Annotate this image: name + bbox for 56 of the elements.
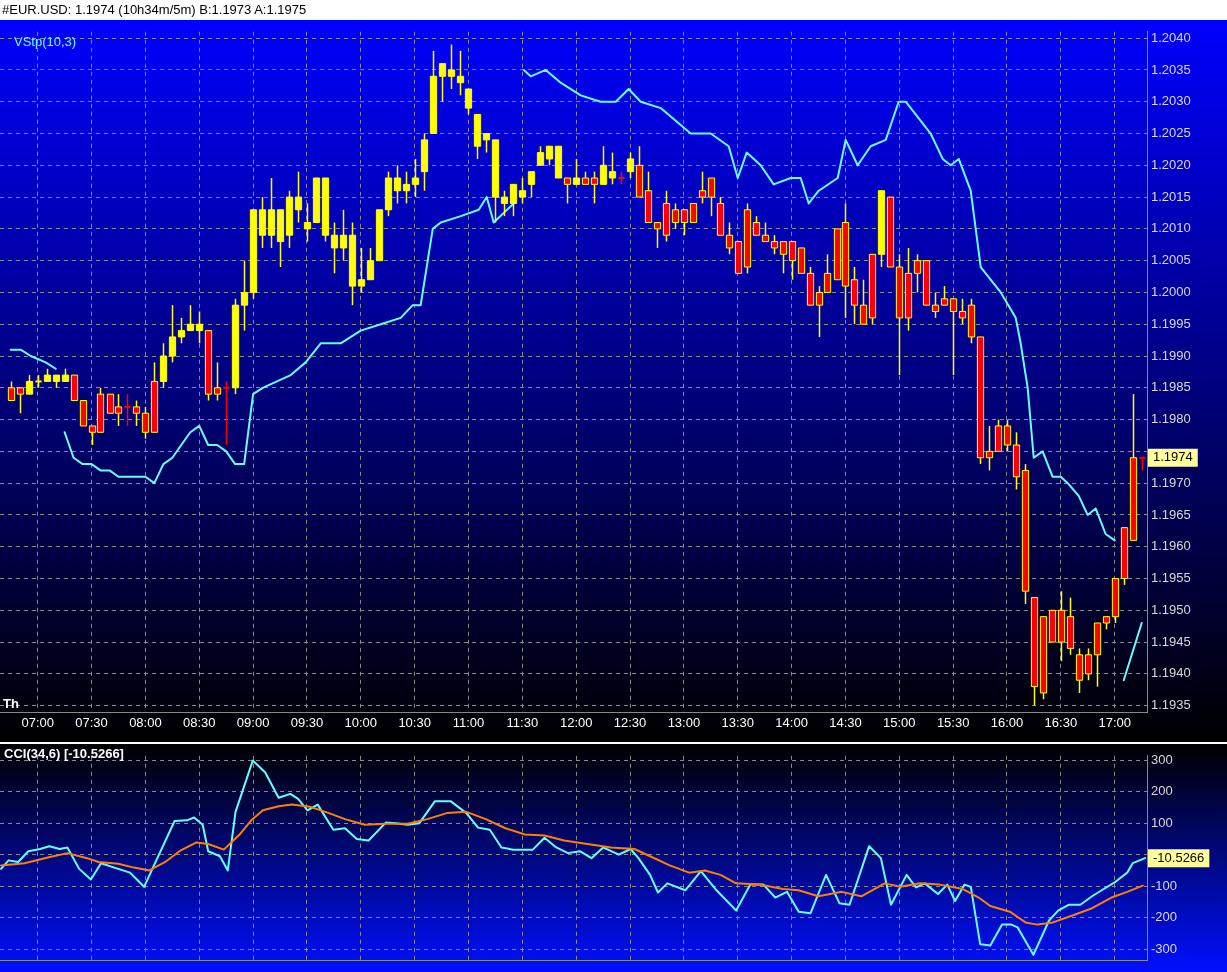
x-tick-label: 07:30 — [75, 715, 108, 731]
x-tick-label: 17:00 — [1098, 715, 1131, 731]
y-tick-label: 1.1985 — [1151, 379, 1191, 395]
y-tick-label: 1.2040 — [1151, 29, 1191, 45]
x-tick-label: 13:00 — [667, 715, 701, 731]
x-tick-label: 16:00 — [990, 715, 1024, 731]
chart-title: CCI(34,6) [-10.5266] — [4, 746, 124, 761]
y-tick-label: -200 — [1151, 909, 1178, 925]
y-tick-label: 1.1955 — [1151, 570, 1191, 586]
x-tick-label: 12:30 — [613, 715, 647, 731]
y-tick-label: 1.1980 — [1151, 411, 1191, 427]
y-tick-label: 1.2015 — [1151, 188, 1191, 204]
candlestick — [223, 380, 230, 446]
x-tick-label: 08:30 — [182, 715, 216, 731]
x-tick-label: 15:30 — [936, 715, 970, 731]
x-tick-label: 12:00 — [559, 715, 593, 731]
x-tick-label: 11:00 — [452, 715, 485, 731]
x-tick-label: 07:00 — [21, 715, 54, 731]
text: -10.5266 — [1153, 849, 1205, 865]
y-tick-label: 1.1990 — [1151, 347, 1191, 363]
x-tick-label: 15:00 — [883, 715, 916, 731]
text: VStp(10,3) — [14, 33, 77, 49]
y-tick-label: -300 — [1151, 940, 1178, 956]
y-tick-label: 1.1995 — [1151, 315, 1191, 331]
chart-title: #EUR.USD: 1.1974 (10h34m/5m) B:1.1973 A:1.1975 — [0, 0, 1227, 20]
y-tick-label: 1.1970 — [1151, 474, 1191, 490]
x-tick-label: 08:00 — [129, 715, 162, 731]
x-tick-label: 09:30 — [290, 715, 324, 731]
x-tick-label: 13:30 — [721, 715, 755, 731]
x-tick-label: 16:30 — [1044, 715, 1078, 731]
y-tick-label: 1.2005 — [1151, 252, 1191, 268]
y-tick-label: 1.2000 — [1151, 284, 1191, 300]
y-tick-label: 1.2035 — [1151, 61, 1191, 77]
y-tick-label: 1.1935 — [1151, 697, 1191, 713]
annotation: Th — [3, 696, 19, 712]
y-tick-label: 1.2030 — [1151, 93, 1191, 109]
candlestick — [124, 393, 131, 427]
x-tick-label: 09:00 — [236, 715, 270, 731]
y-tick-label: 1.2020 — [1151, 156, 1191, 172]
y-tick-label: 1.1950 — [1151, 601, 1191, 617]
y-tick-label: 1.1940 — [1151, 665, 1191, 681]
text: 1.1974 — [1153, 449, 1193, 465]
y-tick-label: 1.2025 — [1151, 125, 1191, 141]
x-tick-label: 10:30 — [398, 715, 431, 731]
y-tick-label: 1.2010 — [1151, 220, 1191, 236]
x-tick-label: 11:30 — [506, 715, 539, 731]
y-tick-label: 1.1965 — [1151, 506, 1191, 522]
y-tick-label: 1.1960 — [1151, 538, 1191, 554]
y-tick-label: -100 — [1151, 877, 1178, 893]
y-tick-label: 1.1945 — [1151, 633, 1191, 649]
x-tick-label: 14:30 — [829, 715, 862, 731]
x-tick-label: 10:00 — [344, 715, 378, 731]
y-tick-label: 100 — [1151, 814, 1173, 830]
x-tick-label: 14:00 — [775, 715, 808, 731]
y-tick-label: 200 — [1151, 783, 1173, 799]
y-tick-label: 300 — [1151, 751, 1173, 767]
